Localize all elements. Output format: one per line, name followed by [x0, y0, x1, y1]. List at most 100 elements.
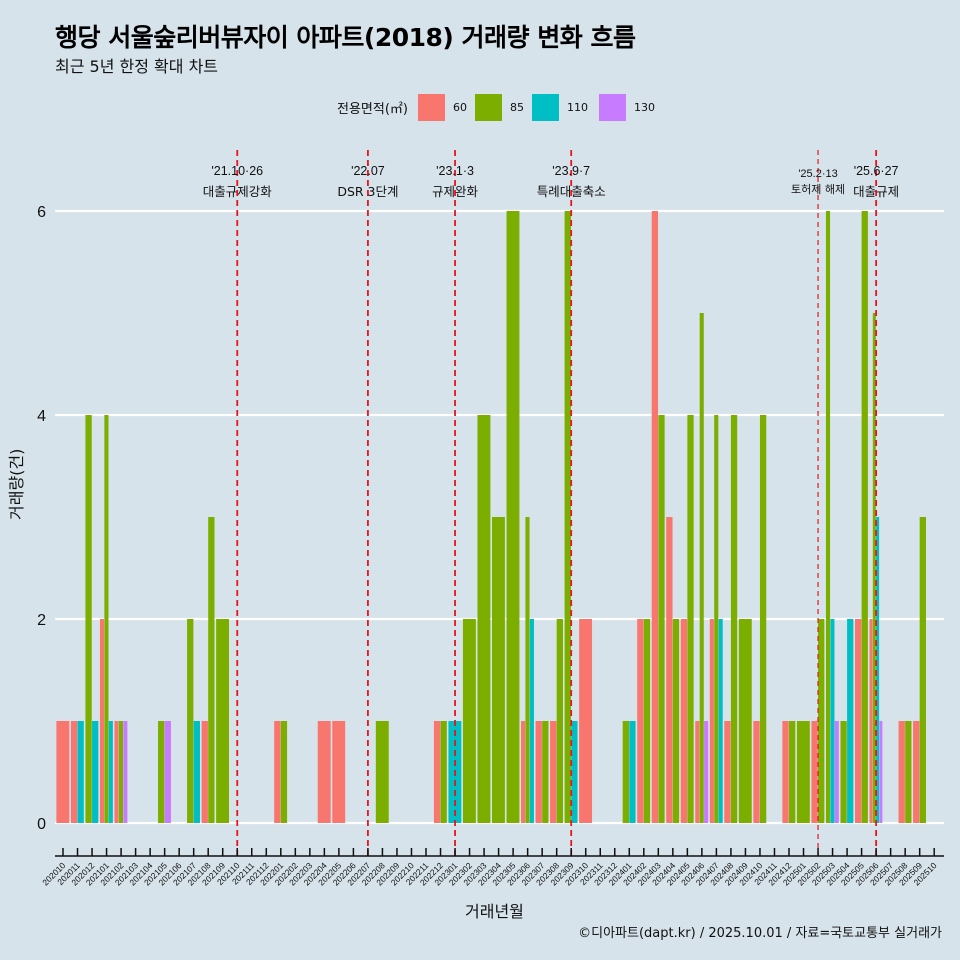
- bar-202509-85: [919, 517, 926, 823]
- bar-202506-130: [879, 721, 883, 823]
- x-axis-title: 거래년월: [465, 902, 524, 921]
- bar-202412-85: [789, 721, 796, 823]
- bar-202404-85: [672, 619, 680, 823]
- bar-202108-85: [208, 517, 215, 823]
- chart-title: 행당 서울숲리버뷰자이 아파트(2018) 거래량 변화 흐름: [55, 23, 636, 52]
- bar-202410-85: [759, 415, 767, 823]
- bar-202201-60: [274, 721, 281, 823]
- bar-202401-85: [622, 721, 629, 823]
- bar-202407-85: [714, 415, 719, 823]
- bar-202105-85: [158, 721, 165, 823]
- legend-swatch-130: [598, 93, 626, 121]
- bar-202307-85: [542, 721, 549, 823]
- bar-202102-130: [123, 721, 128, 823]
- bar-202505-60: [855, 619, 862, 823]
- bar-202506-60: [869, 619, 873, 823]
- y-tick-label: 2: [37, 612, 46, 629]
- bar-202012-110: [92, 721, 99, 823]
- legend-swatch-60: [417, 93, 445, 121]
- legend: 전용면적(㎡) 60 85 110 130: [337, 93, 666, 121]
- legend-label-60: 60: [452, 100, 467, 114]
- bar-202408-60: [724, 721, 731, 823]
- event-text-label: 토허제 해제: [791, 182, 845, 196]
- bar-202303-85: [477, 415, 491, 823]
- bar-202304-85: [492, 517, 505, 823]
- bar-202208-85: [375, 721, 389, 823]
- bar-202101-110: [108, 721, 113, 823]
- legend-label-130: 130: [633, 100, 655, 114]
- bar-202309-110: [571, 721, 578, 823]
- bar-202404-60: [666, 517, 673, 823]
- bar-202406-130: [704, 721, 709, 823]
- legend-title: 전용면적(㎡): [337, 101, 408, 117]
- bar-202405-85: [687, 415, 694, 823]
- bar-202306-60: [521, 721, 526, 823]
- bar-202410-60: [753, 721, 760, 823]
- event-date-label: '21.10·26: [211, 164, 263, 178]
- bar-202408-85: [730, 415, 738, 823]
- bar-202308-60: [550, 721, 557, 823]
- event-text-label: 대출규제: [853, 184, 899, 199]
- chart-subtitle: 최근 5년 한정 확대 차트: [55, 57, 219, 76]
- legend-label-85: 85: [509, 100, 524, 114]
- bar-202504-110: [847, 619, 854, 823]
- event-date-label: '22.07: [351, 164, 385, 178]
- bar-202406-85: [699, 313, 704, 823]
- bar-202205-60: [332, 721, 346, 823]
- bar-202503-130: [834, 721, 839, 823]
- bar-202405-60: [680, 619, 688, 823]
- bar-202403-85: [658, 415, 665, 823]
- event-date-label: '25.6·27: [854, 164, 899, 178]
- bar-202506-110: [876, 517, 880, 823]
- bar-202011-60: [70, 721, 78, 823]
- bar-202501-85: [796, 721, 810, 823]
- y-axis-title: 거래량(건): [7, 448, 26, 520]
- bar-202409-85: [738, 619, 752, 823]
- bar-202307-60: [535, 721, 542, 823]
- bar-202102-85: [118, 721, 123, 823]
- bar-202306-110: [529, 619, 534, 823]
- bar-202011-110: [77, 721, 84, 823]
- event-date-label: '23.1·3: [436, 164, 474, 178]
- bar-202212-85: [440, 721, 447, 823]
- bar-202309-85: [564, 211, 571, 823]
- bar-202107-85: [187, 619, 194, 823]
- bar-202010-60: [56, 721, 70, 823]
- bar-202407-60: [709, 619, 714, 823]
- bar-202407-110: [718, 619, 723, 823]
- bar-202505-85: [861, 211, 868, 823]
- event-text-label: 특례대출축소: [537, 184, 606, 199]
- bar-202306-85: [525, 517, 530, 823]
- bar-202310-60: [579, 619, 593, 823]
- bar-202506-85: [872, 313, 876, 823]
- bar-202101-60: [99, 619, 105, 823]
- bar-202107-110: [193, 721, 200, 823]
- bar-202508-85: [905, 721, 912, 823]
- bar-202401-110: [629, 721, 636, 823]
- bar-202012-85: [85, 415, 92, 823]
- bar-202402-60: [637, 619, 644, 823]
- bar-202403-60: [651, 211, 659, 823]
- bar-202102-60: [114, 721, 119, 823]
- bar-202109-85: [216, 619, 230, 823]
- bar-202108-60: [201, 721, 208, 823]
- bar-202105-130: [164, 721, 171, 823]
- bar-202302-85: [462, 619, 476, 823]
- bar-202508-60: [898, 721, 905, 823]
- y-tick-label: 4: [37, 408, 46, 425]
- bar-202101-85: [104, 415, 109, 823]
- bar-202503-110: [830, 619, 835, 823]
- bar-202406-60: [695, 721, 700, 823]
- bar-202503-85: [825, 211, 831, 823]
- bar-202412-60: [782, 721, 789, 823]
- legend-swatch-85: [474, 93, 502, 121]
- bar-202305-85: [506, 211, 520, 823]
- bar-202204-60: [317, 721, 331, 823]
- bar-202502-85: [818, 619, 825, 823]
- bar-202509-60: [913, 721, 920, 823]
- event-date-label: '23.9·7: [552, 164, 590, 178]
- bar-202502-60: [811, 721, 818, 823]
- event-date-label: '25.2·13: [798, 168, 837, 180]
- event-text-label: DSR 3단계: [337, 184, 398, 199]
